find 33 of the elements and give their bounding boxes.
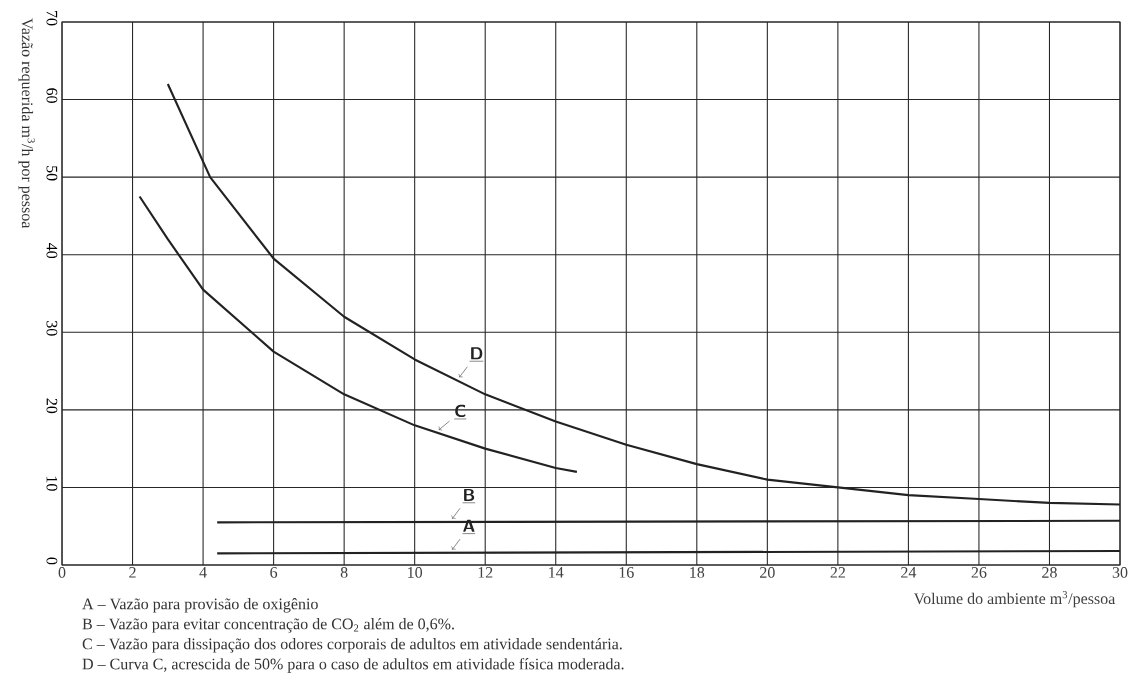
x-axis-title: Volume do ambiente m$^{3}$/pessoa [913,591,1116,608]
line-series [138,195,578,473]
text: A – Vazão para provisão de oxigênio [82,598,318,613]
text: C – Vazão para dissipação dos odores corporais de adultos em atividade sendentária. [82,638,622,653]
y-tick-label: 40 [46,243,58,259]
x-tick-label: 20 [760,567,775,578]
x-tick-label: 12 [478,567,493,578]
x-tick-label: 8 [340,567,348,578]
text: B – Vazão para evitar concentração de CO$_{2}$ além de 0,6%. [82,618,454,633]
x-tick-label: 2 [129,567,136,578]
y-tick-label: 20 [46,398,58,414]
x-tick-label: 6 [270,567,278,578]
y-tick-label: 70 [46,11,58,26]
x-tick-label: 22 [830,567,845,578]
y-tick-label: 0 [46,557,58,565]
x-tick-label: 10 [408,567,423,578]
x-tick-label: 16 [619,567,634,578]
x-tick-label: 30 [1112,567,1128,578]
y-tick-label: 60 [46,88,58,103]
x-tick-label: 14 [549,567,564,578]
text: D – Curva C, acrescida de 50% para o caso de adultos em atividade física moderada. [82,657,624,673]
y-tick-label: 50 [46,166,58,181]
y-tick-label: 10 [46,476,58,491]
x-tick-label: 28 [1042,567,1057,578]
series-label: D [471,347,483,360]
x-tick-label: 0 [58,567,66,578]
x-tick-label: 4 [199,567,207,578]
y-tick-label: 30 [46,321,58,336]
series-label: B [464,488,475,501]
x-tick-label: 24 [901,567,917,578]
x-tick-label: 18 [690,567,705,578]
y-axis-title: Vazão requerida m$^{3}$/h por pessoa [18,18,35,229]
x-tick-label: 26 [971,567,987,578]
